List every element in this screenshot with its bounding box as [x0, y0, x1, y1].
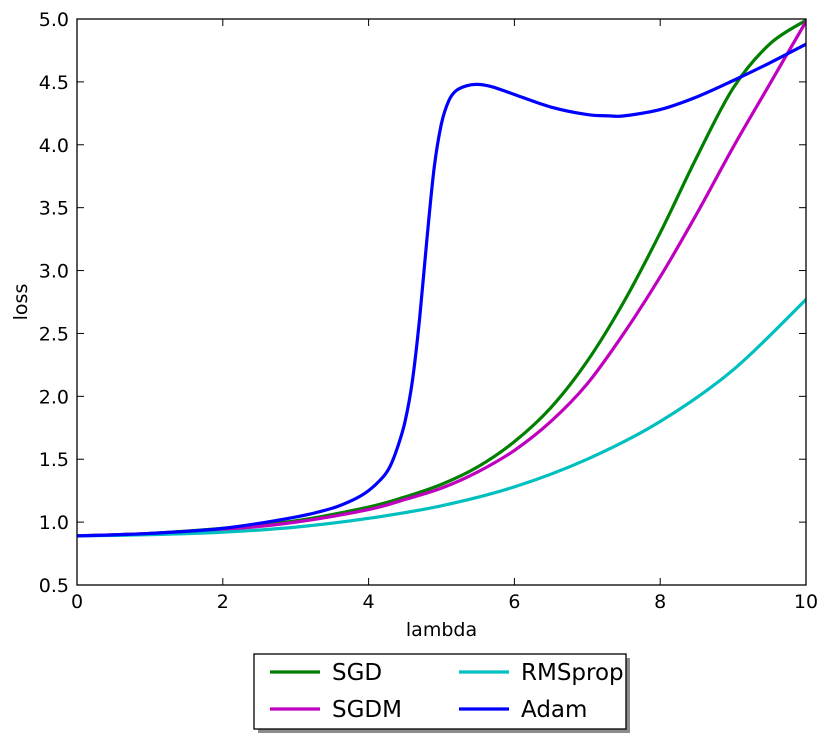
plot-frame: [76, 18, 807, 586]
y-tick-label: 5.0: [39, 9, 69, 31]
legend-label-rmsprop: RMSprop: [521, 660, 624, 686]
series-line-adam: [77, 42, 806, 538]
legend-label-sgdm: SGDM: [332, 697, 402, 723]
y-tick-label: 4.5: [39, 72, 69, 94]
legend: SGD SGDM RMSprop Adam: [253, 653, 630, 733]
legend-label-adam: Adam: [521, 697, 587, 723]
y-tick-label: 2.0: [39, 386, 69, 408]
x-tick-label: 4: [363, 591, 375, 613]
y-tick-label: 3.5: [39, 198, 69, 220]
y-tick-label: 2.5: [39, 323, 69, 345]
series-line-rmsprop: [77, 297, 806, 538]
x-tick-label: 2: [217, 591, 229, 613]
x-axis-label: lambda: [406, 619, 477, 641]
x-tick-label: 6: [508, 591, 520, 613]
x-tick-label: 10: [794, 591, 818, 613]
y-tick-label: 1.5: [39, 449, 69, 471]
y-tick-label: 0.5: [39, 575, 69, 597]
series-line-sgdm: [77, 19, 806, 538]
legend-label-sgd: SGD: [332, 660, 382, 686]
y-axis-label: loss: [10, 284, 32, 321]
legend-box: [253, 653, 627, 730]
x-tick-label: 0: [71, 591, 83, 613]
x-tick-label: 8: [654, 591, 666, 613]
y-tick-label: 4.0: [39, 135, 69, 157]
y-tick-label: 1.0: [39, 512, 69, 534]
y-tick-label: 3.0: [39, 261, 69, 283]
